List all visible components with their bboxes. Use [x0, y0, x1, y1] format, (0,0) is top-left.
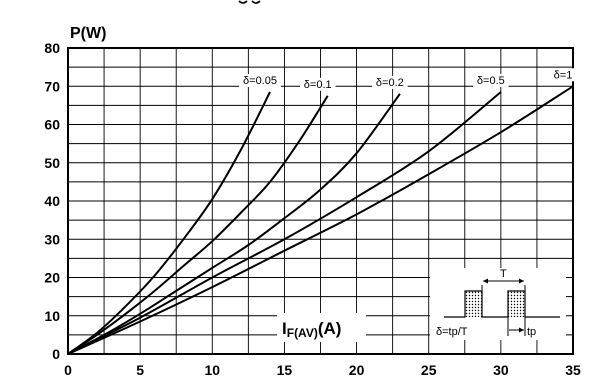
y-tick-label: 70	[44, 78, 60, 94]
series-label-bg	[239, 73, 281, 87]
series-line	[67, 93, 401, 355]
series-label: δ=1	[554, 69, 573, 81]
x-axis-label-main: I	[282, 319, 287, 338]
series-label-bg	[372, 75, 408, 89]
x-tick-label: 0	[64, 362, 72, 378]
y-tick-label: 10	[44, 308, 60, 324]
tick-labels: 0 5 10 15 20 25 30 35 0 10 20 30 40 50 60 70 80	[44, 40, 581, 378]
series-label: δ=0.05	[243, 75, 277, 87]
series-label-bg	[473, 73, 509, 87]
x-tick-label: 30	[493, 362, 509, 378]
x-tick-label: 15	[277, 362, 293, 378]
series-labels: δ=0.05 δ=0.1 δ=0.2 δ=0.5 δ=1	[239, 68, 575, 91]
x-axis-label-sub: F(AV)	[287, 326, 318, 340]
y-tick-label: 30	[44, 231, 60, 247]
x-axis-label-unit: (A)	[318, 319, 342, 338]
x-tick-label: 25	[421, 362, 437, 378]
grid	[68, 48, 573, 354]
x-tick-label: 35	[565, 362, 581, 378]
pulse-2	[508, 291, 525, 317]
series-line	[67, 85, 574, 355]
series-line	[67, 95, 329, 355]
x-tick-label: 10	[204, 362, 220, 378]
y-tick-label: 50	[44, 155, 60, 171]
series-label: δ=0.1	[304, 79, 332, 91]
x-axis-label: IF(AV)(A)	[282, 319, 341, 340]
series-label-bg	[551, 68, 575, 82]
x-tick-label: 5	[136, 362, 144, 378]
y-tick-label: 0	[52, 346, 60, 362]
series-line	[67, 91, 271, 355]
series-label: δ=0.5	[477, 75, 505, 87]
x-tick-label: 20	[349, 362, 365, 378]
series-line	[67, 91, 502, 355]
duty-label: δ=tp/T	[436, 326, 468, 338]
y-tick-label: 20	[44, 270, 60, 286]
period-label: T	[500, 268, 507, 280]
series-label: δ=0.2	[376, 77, 404, 89]
y-tick-label: 40	[44, 193, 60, 209]
y-tick-label: 60	[44, 117, 60, 133]
y-axis-label: P(W)	[70, 25, 106, 42]
curves	[67, 85, 574, 355]
cropped-heading-fragment	[238, 0, 261, 4]
series-label-bg	[299, 77, 336, 91]
pulse-1	[465, 291, 482, 317]
pulse-inset: T δ=tp/T tp	[430, 268, 566, 340]
pulse-label: tp	[527, 326, 536, 338]
x-axis-label-box: IF(AV)(A)	[277, 313, 366, 342]
y-tick-label: 80	[44, 40, 60, 56]
